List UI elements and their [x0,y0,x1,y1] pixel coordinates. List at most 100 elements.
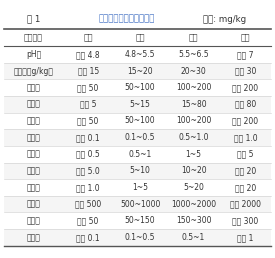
Bar [4,96,63,113]
Bar [220,46,271,63]
Text: 养分种类: 养分种类 [24,33,43,42]
Text: 低于 1.0: 低于 1.0 [76,183,100,192]
Bar [220,63,271,79]
Bar [63,113,114,129]
Bar [220,79,271,96]
Text: pH值: pH值 [26,50,41,59]
Bar [220,179,271,196]
Text: 有效镁: 有效镁 [26,216,40,225]
Text: 有效氮: 有效氮 [26,83,40,92]
Text: 50~100: 50~100 [125,83,155,92]
Text: 有效铁: 有效铁 [26,166,40,175]
Text: 有效硼: 有效硼 [26,233,40,242]
Bar [167,79,220,96]
Text: 50~100: 50~100 [125,116,155,125]
Bar [167,213,220,229]
Text: 高于 20: 高于 20 [235,183,256,192]
Bar [63,196,114,213]
Bar [114,63,167,79]
Text: 5~20: 5~20 [183,183,204,192]
Text: 0.1~0.5: 0.1~0.5 [125,233,155,242]
Text: 高于 5: 高于 5 [237,150,254,159]
Bar [114,129,167,146]
Text: 4.8~5.5: 4.8~5.5 [125,50,155,59]
Bar [167,146,220,163]
Text: 5~15: 5~15 [130,100,151,109]
Bar [63,46,114,63]
Bar [4,79,63,96]
Text: 高于 200: 高于 200 [232,83,258,92]
Text: 20~30: 20~30 [181,67,207,76]
Text: 高于 1.0: 高于 1.0 [234,133,257,142]
Text: 100~200: 100~200 [176,116,211,125]
Bar [167,179,220,196]
Bar [167,96,220,113]
Bar [4,229,63,246]
Text: 大于 30: 大于 30 [235,67,256,76]
Text: 低于 0.1: 低于 0.1 [76,133,100,142]
Text: 高量: 高量 [241,33,250,42]
Bar [4,179,63,196]
Bar [220,213,271,229]
Text: 低于 15: 低于 15 [78,67,99,76]
Bar [114,79,167,96]
Bar [63,213,114,229]
Text: 有效磷: 有效磷 [26,100,40,109]
Bar [114,113,167,129]
Text: 1~5: 1~5 [186,150,202,159]
Text: 缺乏: 缺乏 [135,33,145,42]
Text: 500~1000: 500~1000 [120,200,160,209]
Bar [167,46,220,63]
Bar [220,29,271,46]
Text: 10~20: 10~20 [181,166,206,175]
Bar [220,163,271,179]
Bar [220,146,271,163]
Bar [114,29,167,46]
Text: 高于 1: 高于 1 [237,233,254,242]
Text: 1~5: 1~5 [132,183,148,192]
Text: 低于 5: 低于 5 [80,100,97,109]
Bar [4,113,63,129]
Text: 低于 50: 低于 50 [78,116,99,125]
Bar [114,163,167,179]
Text: 表 1: 表 1 [28,15,41,24]
Text: 有效钾: 有效钾 [26,116,40,125]
Bar [4,146,63,163]
Bar [4,163,63,179]
Text: 极缺: 极缺 [83,33,93,42]
Bar [63,146,114,163]
Bar [167,229,220,246]
Text: 有效锰: 有效锰 [26,183,40,192]
Bar [63,229,114,246]
Text: 1000~2000: 1000~2000 [171,200,216,209]
Text: 高于 20: 高于 20 [235,166,256,175]
Text: 0.5~1: 0.5~1 [128,150,152,159]
Text: 低于 5.0: 低于 5.0 [76,166,100,175]
Bar [114,96,167,113]
Text: 有机质（g/kg）: 有机质（g/kg） [13,67,53,76]
Bar [63,179,114,196]
Bar [167,63,220,79]
Text: 大于 7: 大于 7 [237,50,254,59]
Text: 15~20: 15~20 [127,67,153,76]
Text: 高于 80: 高于 80 [235,100,256,109]
Text: 5~10: 5~10 [130,166,151,175]
Bar [4,213,63,229]
Text: 单位: mg/kg: 单位: mg/kg [203,15,246,24]
Text: 5.5~6.5: 5.5~6.5 [178,50,209,59]
Text: 有效铜: 有效铜 [26,133,40,142]
Text: 适量: 适量 [189,33,198,42]
Text: 有效锌: 有效锌 [26,150,40,159]
Bar [114,196,167,213]
Text: 低于 50: 低于 50 [78,216,99,225]
Bar [167,29,220,46]
Text: 小于 4.8: 小于 4.8 [76,50,100,59]
Text: 0.1~0.5: 0.1~0.5 [125,133,155,142]
Bar [167,163,220,179]
Bar [63,63,114,79]
Text: 15~80: 15~80 [181,100,206,109]
Bar [220,229,271,246]
Bar [114,46,167,63]
Text: 高于 300: 高于 300 [232,216,259,225]
Bar [220,96,271,113]
